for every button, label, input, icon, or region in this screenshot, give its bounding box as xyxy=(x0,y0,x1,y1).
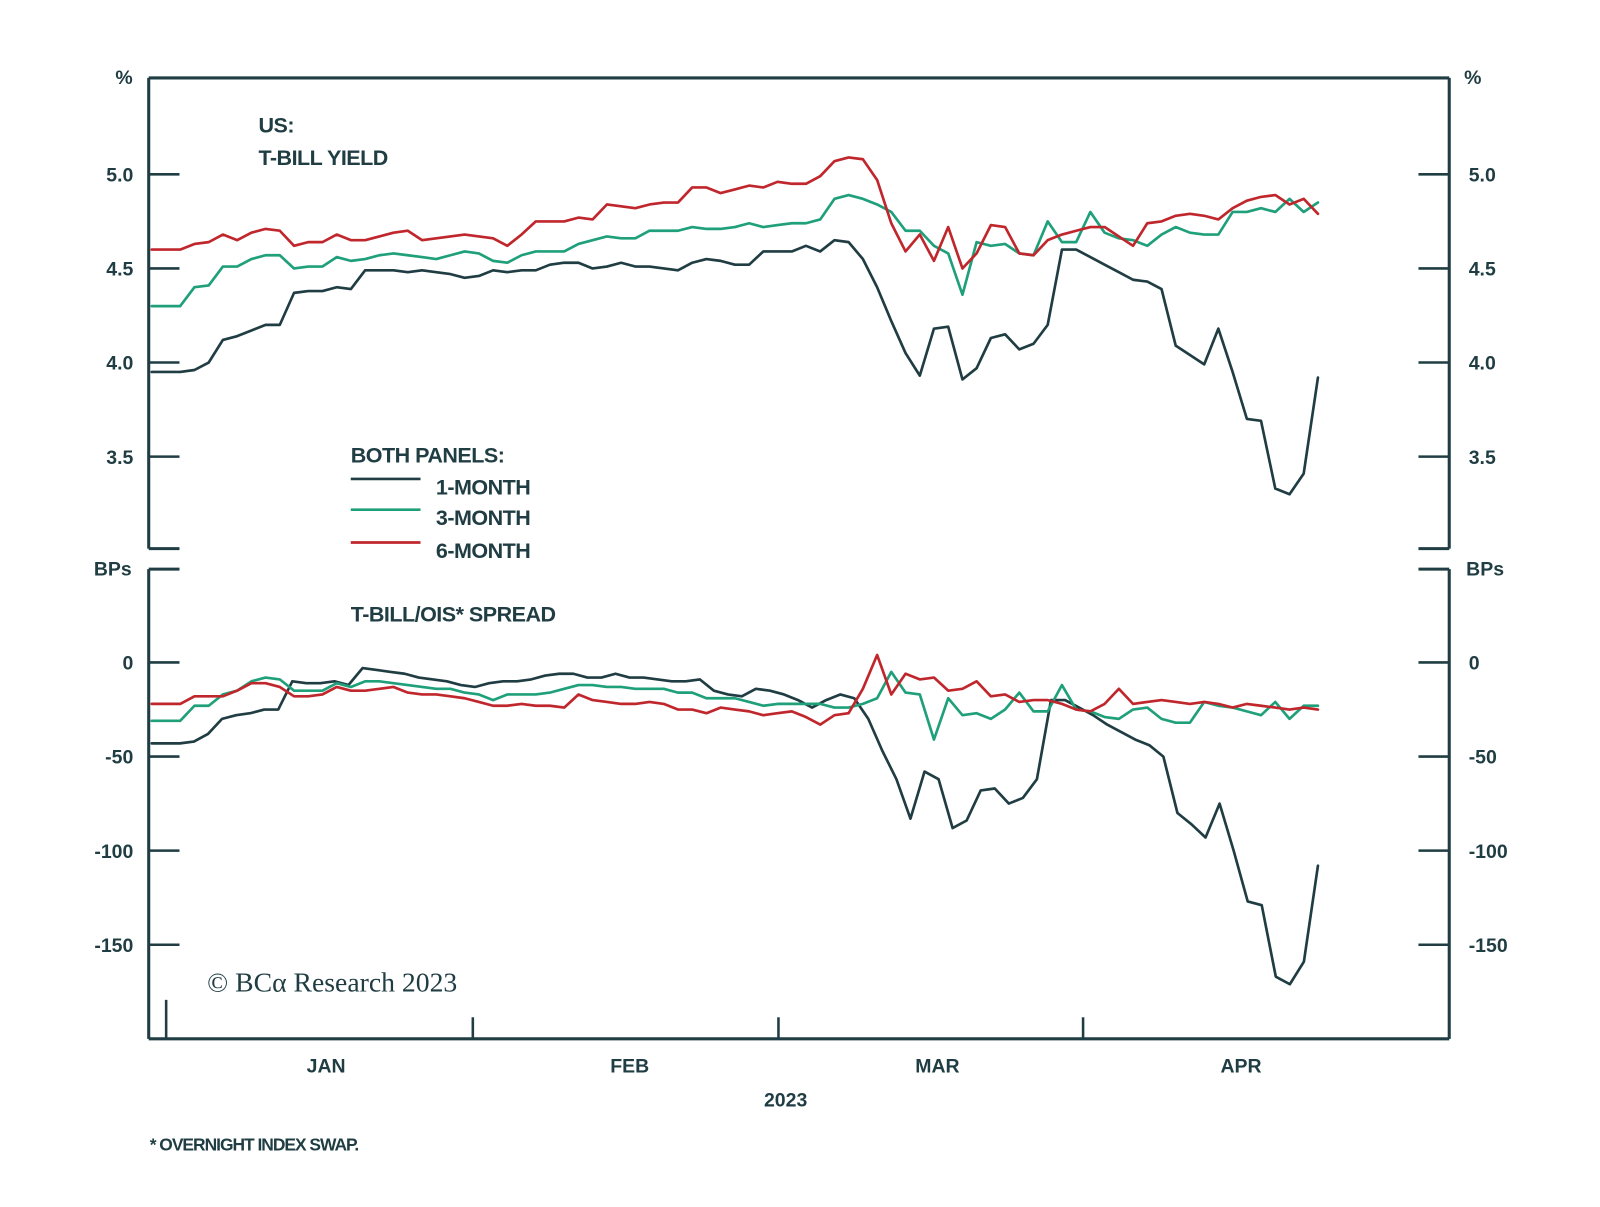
lower-ytick-label-left: 0 xyxy=(123,653,134,675)
lower-series-6-month xyxy=(150,653,1320,726)
lower-panel: -150 -150 -100 -100 -50 -50 0 0 BPs BPs T-BILL/… xyxy=(94,558,1508,1041)
x-label-apr: APR xyxy=(1220,1056,1261,1078)
lower-ytick-label-right: -150 xyxy=(1469,935,1508,957)
lower-right-unit: BPs xyxy=(1466,558,1504,580)
lower-ytick-label-left: -100 xyxy=(94,841,133,863)
upper-ytick-label-left: 5.0 xyxy=(106,165,133,187)
upper-ytick-label-right: 4.0 xyxy=(1469,353,1496,375)
upper-ytick-label-right: 4.5 xyxy=(1469,259,1496,281)
upper-ytick-label-left: 4.5 xyxy=(106,259,133,281)
lower-ytick-label-right: 0 xyxy=(1469,653,1480,675)
lower-ytick-label-left: -50 xyxy=(105,747,133,769)
lower-series-3-month xyxy=(150,670,1320,741)
legend-label-1-month: 1-MONTH xyxy=(436,475,530,499)
upper-ytick-label-right: 3.5 xyxy=(1469,447,1496,469)
upper-ytick-label-left: 4.0 xyxy=(106,353,133,375)
x-label-mar: MAR xyxy=(915,1056,959,1078)
x-label-jan: JAN xyxy=(307,1056,346,1078)
legend-title: BOTH PANELS: xyxy=(351,443,505,467)
x-label-feb: FEB xyxy=(610,1056,649,1078)
lower-ytick-label-left: -150 xyxy=(94,935,133,957)
x-year-label: 2023 xyxy=(764,1090,807,1112)
upper-title-line2: T-BILL YIELD xyxy=(258,146,387,170)
lower-ytick-label-right: -50 xyxy=(1469,747,1497,769)
x-axis-ticks xyxy=(164,999,1085,1039)
copyright-text: © BCα Research 2023 xyxy=(207,967,457,998)
lower-series-1-month xyxy=(150,666,1320,986)
footnote: * OVERNIGHT INDEX SWAP. xyxy=(150,1135,359,1155)
upper-title-line1: US: xyxy=(258,113,294,137)
upper-ytick-label-left: 3.5 xyxy=(106,447,133,469)
lower-ytick-label-right: -100 xyxy=(1469,841,1508,863)
upper-panel: 3.5 3.5 4.0 4.0 4.5 4.5 5.0 5.0 % % US: T-BILL … xyxy=(106,67,1496,551)
lower-title: T-BILL/OIS* SPREAD xyxy=(351,602,556,626)
legend-label-3-month: 3-MONTH xyxy=(436,506,530,530)
lower-left-unit: BPs xyxy=(94,558,132,580)
upper-series-1-month xyxy=(150,238,1320,496)
legend-label-6-month: 6-MONTH xyxy=(436,539,530,563)
upper-right-unit: % xyxy=(1464,67,1481,89)
legend: BOTH PANELS: 1-MONTH 3-MONTH 6-MONTH xyxy=(351,443,531,562)
upper-series-6-month xyxy=(150,156,1320,270)
upper-ytick-label-right: 5.0 xyxy=(1469,165,1496,187)
upper-left-unit: % xyxy=(115,67,132,89)
